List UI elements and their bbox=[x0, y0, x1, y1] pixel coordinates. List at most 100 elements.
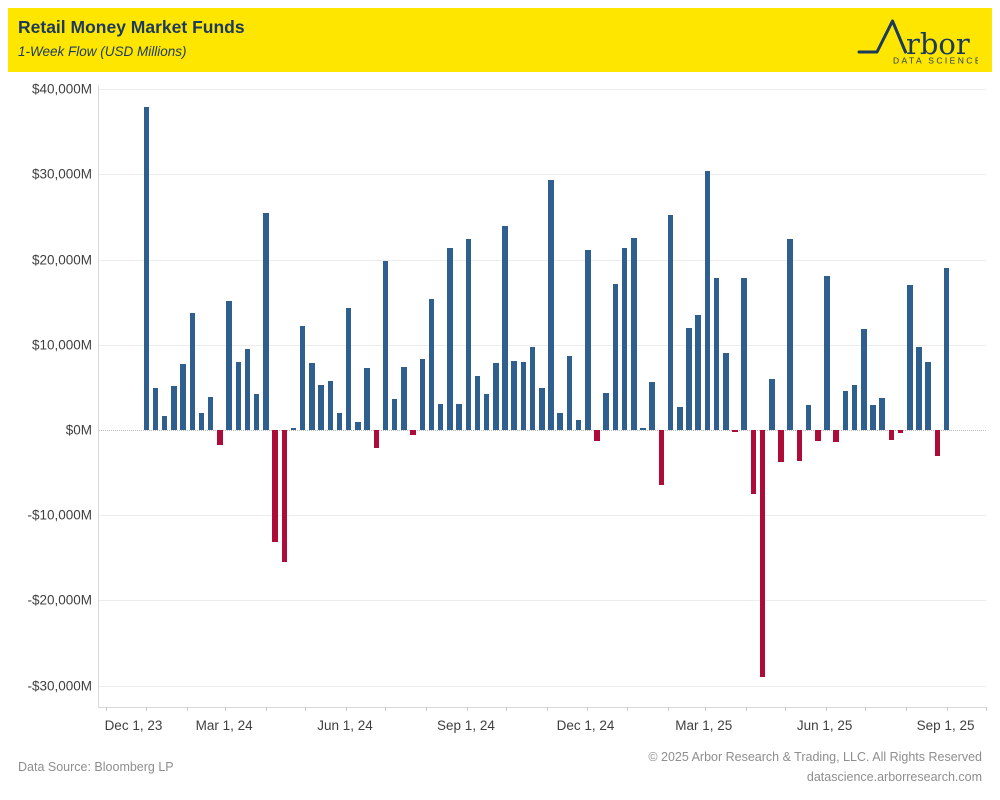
month-tick bbox=[586, 707, 588, 711]
bar-2024-08-19 bbox=[447, 247, 453, 431]
bar-2024-01-15 bbox=[161, 415, 168, 431]
bar-2024-09-23 bbox=[493, 362, 499, 431]
bar-2025-01-27 bbox=[658, 430, 665, 486]
bar-2025-07-21 bbox=[888, 430, 895, 441]
bar-2024-01-01 bbox=[143, 107, 150, 431]
bar-2024-06-17 bbox=[364, 367, 370, 431]
bar-2024-10-14 bbox=[520, 361, 527, 431]
bar-2024-02-19 bbox=[207, 396, 214, 431]
bar-2025-08-04 bbox=[907, 285, 913, 431]
bar-2025-06-09 bbox=[833, 430, 839, 442]
bar-2025-06-02 bbox=[824, 275, 830, 431]
bar-2024-12-23 bbox=[612, 284, 619, 431]
bar-2024-07-08 bbox=[391, 398, 398, 431]
bar-2025-08-18 bbox=[925, 361, 931, 431]
bar-2025-03-31 bbox=[741, 278, 747, 431]
bar-2024-04-22 bbox=[290, 427, 297, 431]
bar-2025-05-19 bbox=[805, 404, 812, 431]
y-tick-label: -$30,000M bbox=[27, 678, 92, 694]
month-tick bbox=[506, 707, 508, 711]
bar-2025-02-03 bbox=[667, 215, 674, 431]
y-tick-label: $0M bbox=[65, 422, 92, 438]
bar-2025-03-24 bbox=[732, 430, 738, 432]
bar-2025-06-16 bbox=[842, 390, 849, 431]
month-tick bbox=[305, 707, 307, 711]
bar-2024-01-08 bbox=[152, 388, 159, 431]
bar-2024-05-27 bbox=[336, 413, 343, 431]
copyright-block: © 2025 Arbor Research & Trading, LLC. Al… bbox=[648, 747, 982, 787]
month-tick bbox=[265, 707, 267, 711]
x-axis: Dec 1, 23 Mar 1, 24 Jun 1, 24 Sep 1, 24 Dec … bbox=[98, 718, 985, 742]
bar-2025-04-07 bbox=[750, 430, 757, 494]
bar-2025-01-06 bbox=[631, 238, 637, 431]
bar-2025-02-17 bbox=[686, 327, 692, 431]
bar-2024-07-01 bbox=[382, 261, 389, 431]
mountain-peak-icon bbox=[857, 19, 907, 54]
bar-2025-07-07 bbox=[870, 405, 876, 431]
bar-2024-09-02 bbox=[465, 239, 471, 431]
bar-2024-04-15 bbox=[281, 430, 288, 563]
gridline bbox=[99, 515, 986, 517]
header-banner: Retail Money Market Funds 1-Week Flow (U… bbox=[8, 8, 992, 72]
bar-2024-10-28 bbox=[539, 388, 545, 431]
bar-2025-09-01 bbox=[943, 268, 950, 431]
logo-brand-text: rbor bbox=[906, 27, 970, 61]
bar-2024-01-22 bbox=[171, 385, 177, 431]
bar-2024-02-12 bbox=[198, 413, 205, 431]
x-tick-label: Dec 1, 23 bbox=[104, 718, 163, 733]
bar-2025-03-03 bbox=[704, 171, 711, 431]
bar-2024-10-21 bbox=[529, 346, 536, 431]
bar-2024-01-29 bbox=[180, 364, 186, 431]
bar-2024-07-29 bbox=[419, 358, 425, 431]
logo-tagline: DATA SCIENCE bbox=[893, 56, 978, 66]
bar-2024-03-18 bbox=[244, 349, 251, 431]
y-tick-label: $40,000M bbox=[31, 81, 92, 97]
month-tick bbox=[426, 707, 428, 711]
gridline bbox=[99, 174, 986, 176]
month-tick bbox=[946, 707, 948, 711]
month-tick bbox=[667, 707, 669, 711]
month-tick bbox=[187, 707, 189, 711]
bar-2025-06-30 bbox=[861, 328, 867, 431]
page-subtitle: 1-Week Flow (USD Millions) bbox=[18, 44, 187, 59]
flow-bar-chart: $40,000M $30,000M $20,000M $10,000M $0M -$10,… bbox=[0, 80, 1000, 740]
y-tick-label: $30,000M bbox=[31, 166, 92, 182]
bar-2025-05-26 bbox=[815, 430, 821, 442]
y-tick-label: $20,000M bbox=[31, 252, 92, 268]
arbor-logo: rbor DATA SCIENCE bbox=[856, 15, 980, 70]
month-tick bbox=[825, 707, 827, 711]
x-tick-label: Jun 1, 25 bbox=[796, 718, 853, 733]
bar-2024-11-11 bbox=[557, 413, 563, 431]
x-tick-label: Dec 1, 24 bbox=[556, 718, 615, 733]
month-tick bbox=[986, 707, 987, 711]
bar-2024-03-04 bbox=[226, 300, 232, 431]
bar-2024-09-30 bbox=[502, 225, 508, 431]
bar-2024-11-04 bbox=[548, 180, 554, 431]
bar-2024-11-18 bbox=[566, 355, 573, 431]
month-tick bbox=[346, 707, 348, 711]
month-tick bbox=[704, 707, 706, 711]
bar-2024-09-16 bbox=[483, 394, 490, 431]
website-link[interactable]: datascience.arborresearch.com bbox=[806, 770, 982, 784]
month-tick bbox=[466, 707, 468, 711]
bar-2024-11-25 bbox=[575, 419, 582, 431]
bar-2025-05-05 bbox=[787, 239, 793, 431]
x-tick-label: Jun 1, 24 bbox=[317, 718, 373, 733]
bar-2024-04-01 bbox=[263, 212, 269, 431]
month-tick bbox=[547, 707, 549, 711]
bar-2024-10-07 bbox=[511, 361, 517, 431]
bar-2024-05-06 bbox=[309, 362, 315, 431]
zero-line bbox=[99, 430, 986, 432]
gridline bbox=[99, 259, 986, 261]
bar-2024-03-25 bbox=[253, 394, 260, 431]
bar-2025-03-10 bbox=[713, 278, 720, 431]
bar-2024-07-15 bbox=[401, 367, 407, 431]
bar-2024-03-11 bbox=[235, 361, 242, 431]
bar-2024-02-05 bbox=[189, 313, 196, 431]
y-tick-label: $10,000M bbox=[31, 337, 92, 353]
month-tick bbox=[225, 707, 227, 711]
month-tick bbox=[745, 707, 747, 711]
x-tick-label: Mar 1, 25 bbox=[675, 718, 733, 733]
bar-2024-06-03 bbox=[345, 308, 352, 431]
bar-2025-05-12 bbox=[796, 430, 803, 461]
